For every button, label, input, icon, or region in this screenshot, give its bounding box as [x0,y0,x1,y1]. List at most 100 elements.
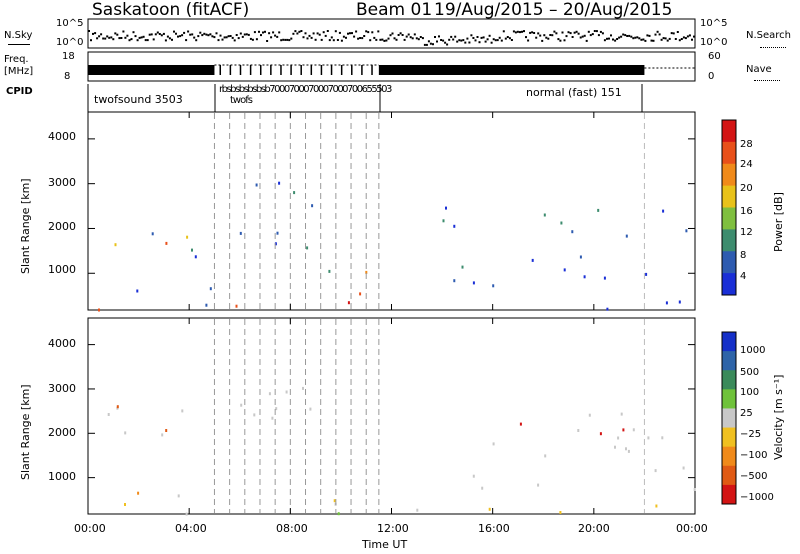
nsky-point [488,34,491,37]
power-panel-frame [87,111,696,311]
power-cell [114,243,117,247]
nsky-point [187,30,190,33]
velocity-cbar-segment [722,332,736,352]
velocity-cell [165,429,168,432]
velocity-cell [617,436,620,440]
nsky-point [620,35,623,38]
nsky-point [136,39,139,42]
nsky-point [266,40,269,42]
nsky-point [148,33,151,36]
nsky-point [555,32,558,35]
power-cbar-tick-28: 28 [740,139,753,150]
nsky-point [606,37,608,40]
nsky-point [375,38,378,41]
power-cell [306,246,309,250]
velocity-cell [268,392,271,396]
nsky-point [478,41,481,44]
nsky-point [332,39,335,42]
nsky-point [207,34,210,37]
nsky-point [110,36,113,39]
nsky-point [383,39,386,42]
nsky-point [456,40,459,43]
nsky-point [577,32,580,35]
nsky-point [268,32,271,35]
nsky-point [217,39,220,42]
nsky-point [393,37,396,40]
nsky-point [462,39,465,42]
nsky-point [674,38,677,40]
nsky-point [565,35,568,38]
nsearch-label: N.Search [746,30,792,41]
velocity-cell [333,499,336,503]
power-cell [678,300,681,304]
nave-label: Nave [746,64,772,75]
nsky-point [385,39,388,42]
nsky-point [494,39,497,42]
nsky-point [334,30,337,33]
power-cbar-tick-16: 16 [740,206,753,217]
power-cell [531,258,534,262]
velocity-cell [181,409,184,413]
nsky-point [535,36,538,39]
nsky-point [557,38,560,41]
xtick-4: 16:00 [478,522,510,535]
velocity-cell [416,508,419,512]
nsky-point [140,36,143,39]
nsky-point [395,38,398,41]
nsky-point [193,36,196,39]
velocity-cell [124,431,127,435]
nsky-point [349,32,351,35]
freq-tick [249,65,252,75]
nsky-point [312,32,315,35]
power-cell [665,301,668,305]
freq-label: Freq. [4,54,29,65]
nsky-point [171,38,173,41]
velocity-cell [544,454,547,458]
nsky-point [351,32,353,35]
nsky-point [260,34,262,37]
power-cbar-tick-20: 20 [740,183,753,194]
nsky-point [648,34,651,37]
nsearch-tick-low: 10^0 [700,37,728,48]
nsky-point [365,30,368,33]
power-cell [293,191,296,195]
power-dashed-lines [213,113,645,309]
nsky-point [632,37,635,40]
xtick-6: 00:00 [676,522,708,535]
nsky-point [294,30,297,33]
nsky-point [213,36,216,39]
velocity-cell [622,428,625,432]
nsky-point [286,38,289,41]
nsky-point [662,37,665,40]
nsky-point [476,36,479,38]
velocity-cell [577,429,580,432]
nsky-point [253,31,256,34]
nsky-point [379,38,382,41]
nsky-point [152,38,155,41]
nsky-point [559,39,562,42]
velocity-ylabel: Slant Range [km] [19,384,32,480]
nsky-point [407,33,410,36]
nsky-point [118,37,121,40]
nsky-point [415,37,418,40]
nsky-point [425,43,428,46]
nsky-point [521,30,523,33]
nsky-point [106,35,109,38]
power-cell [205,303,208,307]
nsky-point [114,32,117,35]
power-cbar-label: Power [dB] [772,192,785,252]
nsky-point [177,35,179,38]
velocity-cell [519,422,522,426]
nsky-point [122,30,125,33]
nsky-point [543,34,546,37]
power-cell [209,287,212,291]
power-cbar-tick-24: 24 [740,159,753,170]
nsky-point [634,36,637,39]
xtick-3: 12:00 [377,522,409,535]
nsky-point [691,38,693,41]
freq-tick [310,65,313,75]
nsky-tick-high: 10^5 [56,18,84,29]
nsky-point [318,33,321,36]
nsky-point [630,35,633,38]
nsky-point [569,32,572,35]
